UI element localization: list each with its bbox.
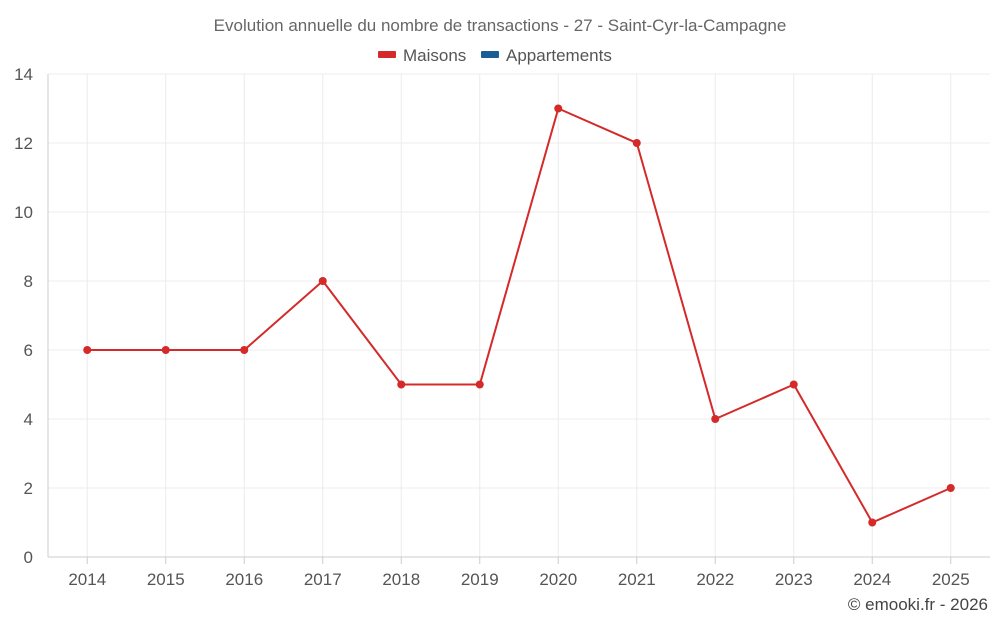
legend-item-appartements[interactable]: Appartements (481, 46, 612, 65)
axes: 0 2 4 6 8 10 12 14 2014 2015 2016 2017 2018 2019 2020 2… (14, 65, 990, 589)
data-point-2018[interactable] (397, 380, 406, 389)
legend: Maisons Appartements (378, 46, 612, 65)
x-tick-label-2021: 2021 (618, 570, 656, 589)
data-point-2017[interactable] (318, 277, 327, 285)
data-point-2022[interactable] (711, 415, 720, 423)
y-tick-label-12: 12 (14, 134, 33, 153)
y-tick-label-2: 2 (24, 479, 33, 498)
legend-swatch-maisons (378, 51, 396, 58)
data-point-2016[interactable] (240, 346, 249, 354)
legend-swatch-appartements (481, 51, 499, 58)
y-tick-label-14: 14 (14, 65, 33, 84)
legend-label-appartements: Appartements (506, 46, 612, 65)
data-point-2015[interactable] (161, 346, 170, 354)
y-tick-label-0: 0 (24, 548, 33, 567)
data-point-2019[interactable] (475, 380, 484, 389)
chart-title: Evolution annuelle du nombre de transact… (214, 16, 787, 35)
x-tick-label-2023: 2023 (775, 570, 813, 589)
data-point-2020[interactable] (554, 104, 563, 113)
x-tick-label-2019: 2019 (461, 570, 499, 589)
data-point-2023[interactable] (789, 380, 798, 389)
credit-text: © emooki.fr - 2026 (848, 595, 988, 614)
series-maisons (83, 104, 955, 527)
data-point-2014[interactable] (83, 346, 92, 354)
x-tick-label-2014: 2014 (68, 570, 106, 589)
x-tick-label-2024: 2024 (853, 570, 891, 589)
y-tick-label-8: 8 (24, 272, 33, 291)
y-tick-label-4: 4 (24, 410, 33, 429)
x-tick-label-2022: 2022 (696, 570, 734, 589)
x-tick-label-2018: 2018 (382, 570, 420, 589)
x-tick-label-2020: 2020 (539, 570, 577, 589)
series-line-maisons (87, 107, 952, 524)
legend-label-maisons: Maisons (403, 46, 466, 65)
data-point-2024[interactable] (868, 518, 877, 527)
data-point-2025[interactable] (946, 484, 955, 492)
y-tick-label-6: 6 (24, 341, 33, 360)
x-tick-label-2015: 2015 (147, 570, 185, 589)
x-tick-label-2025: 2025 (932, 570, 970, 589)
x-tick-label-2017: 2017 (304, 570, 342, 589)
y-tick-label-10: 10 (14, 203, 33, 222)
legend-item-maisons[interactable]: Maisons (378, 46, 466, 65)
data-point-2021[interactable] (632, 139, 641, 147)
grid (48, 73, 990, 557)
x-tick-label-2016: 2016 (225, 570, 263, 589)
